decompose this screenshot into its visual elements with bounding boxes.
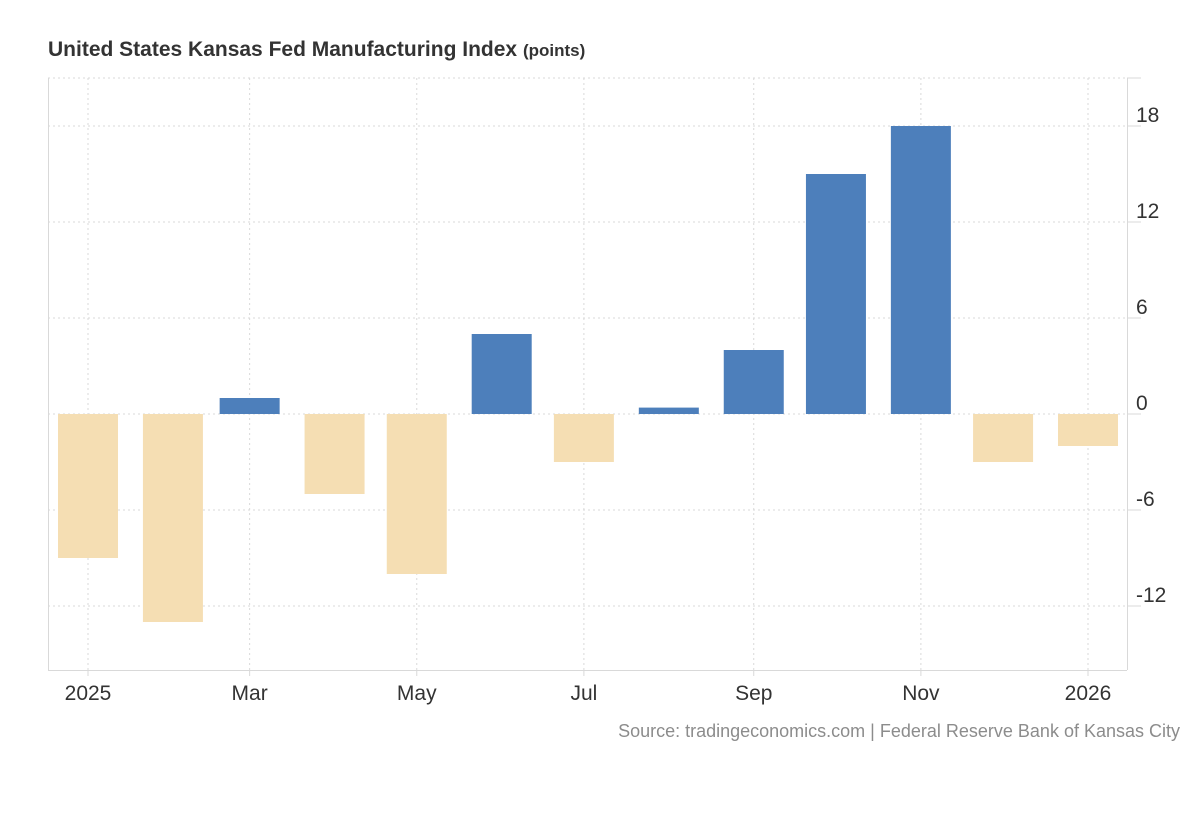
x-tick-label: Jul [570, 682, 597, 705]
bar-apr-2025[interactable] [304, 414, 365, 494]
chart-title-text: United States Kansas Fed Manufacturing I… [48, 38, 518, 61]
bar-mar-2025[interactable] [219, 398, 280, 414]
x-tick-label: Nov [902, 682, 940, 705]
x-tick-label: Mar [232, 682, 268, 705]
y-tick-label: -12 [1136, 584, 1166, 607]
bar-jun-2025[interactable] [471, 334, 532, 414]
y-tick-label: 6 [1136, 296, 1148, 319]
axes [48, 77, 1141, 676]
bar-oct-2025[interactable] [805, 174, 866, 414]
bar-jan-2025[interactable] [58, 414, 118, 558]
bar-aug-2025[interactable] [638, 407, 699, 414]
y-tick-label: -6 [1136, 488, 1155, 511]
bar-dec-2025[interactable] [973, 414, 1034, 462]
bar-series [58, 126, 1118, 622]
bar-feb-2025[interactable] [142, 414, 203, 622]
source-note: Source: tradingeconomics.com | Federal R… [618, 721, 1180, 741]
bar-chart: -12 -6 0 6 12 18 2025 Mar May Jul Sep Nov 2026 [48, 77, 1166, 705]
y-tick-label: 18 [1136, 104, 1159, 127]
grid-lines [48, 77, 1127, 670]
x-tick-label: Sep [735, 682, 772, 705]
bar-sep-2025[interactable] [723, 350, 784, 414]
bar-nov-2025[interactable] [890, 126, 951, 414]
y-tick-label: 0 [1136, 392, 1148, 415]
x-tick-label: 2025 [65, 682, 112, 705]
chart-title: United States Kansas Fed Manufacturing I… [48, 38, 585, 62]
bar-jan-2026[interactable] [1058, 414, 1118, 446]
y-axis-labels: -12 -6 0 6 12 18 [1136, 104, 1166, 607]
x-axis-labels: 2025 Mar May Jul Sep Nov 2026 [65, 682, 1112, 705]
bar-jul-2025[interactable] [553, 414, 614, 462]
chart-units: (points) [522, 41, 586, 60]
bar-may-2025[interactable] [386, 414, 447, 574]
x-tick-label: May [397, 682, 437, 705]
y-tick-label: 12 [1136, 200, 1159, 223]
x-tick-label: 2026 [1065, 682, 1112, 705]
